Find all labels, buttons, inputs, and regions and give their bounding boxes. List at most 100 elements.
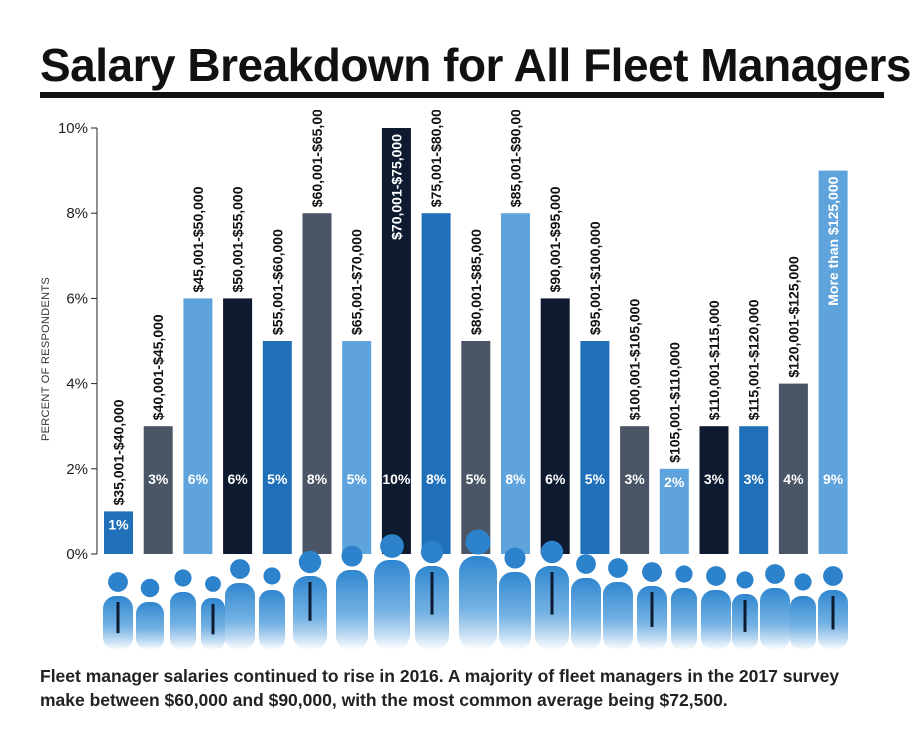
bar-data-label: 8% xyxy=(307,471,328,487)
person-head xyxy=(706,566,726,586)
bar-category-label: $75,001-$80,000 xyxy=(428,110,444,207)
y-tick-label: 8% xyxy=(66,205,88,222)
bar-data-label: 5% xyxy=(267,471,288,487)
bar-data-label: 10% xyxy=(382,471,411,487)
bar-category-label: $90,001-$95,000 xyxy=(547,186,563,292)
person-head xyxy=(608,558,628,578)
caption-text: Fleet manager salaries continued to rise… xyxy=(40,666,840,710)
people-silhouettes xyxy=(103,529,848,650)
person-silhouette xyxy=(374,560,410,650)
person-head xyxy=(298,550,322,574)
bar-category-label: More than $125,000 xyxy=(825,176,841,305)
chart-title: Salary Breakdown for All Fleet Managers xyxy=(40,39,911,91)
bar xyxy=(302,213,332,554)
bar xyxy=(104,511,133,554)
bar xyxy=(659,468,689,554)
bar-category-label: $65,001-$70,000 xyxy=(349,229,365,335)
bar-data-label: 3% xyxy=(704,471,725,487)
person-head xyxy=(465,529,491,555)
bar xyxy=(739,426,769,554)
bar-category-label: $115,001-$120,000 xyxy=(746,299,762,420)
y-tick-label: 0% xyxy=(66,546,88,563)
y-axis: 0% 2% 4% 6% 8% 10% PERCENT OF RESPONDENTS xyxy=(40,120,98,563)
person-head xyxy=(174,569,192,587)
person-head xyxy=(380,534,404,558)
person-head xyxy=(675,565,693,583)
person-head xyxy=(736,571,754,589)
bar-data-label: 3% xyxy=(624,471,645,487)
person-head xyxy=(540,540,564,564)
data-labels: $35,001-$40,000 1% $40,001-$45,000 3% $45,00… xyxy=(108,110,843,532)
bar-data-label: 5% xyxy=(347,471,368,487)
bar-category-label: $50,001-$55,000 xyxy=(230,186,246,292)
bar-category-label: $70,001-$75,000 xyxy=(388,134,404,240)
person-tie xyxy=(831,596,835,630)
bar xyxy=(223,298,253,554)
person-silhouette xyxy=(136,602,164,650)
y-tick-label: 4% xyxy=(66,376,88,393)
bar-category-label: $110,001-$115,000 xyxy=(706,300,722,420)
bar xyxy=(620,426,650,554)
bar-category-label: $40,001-$45,000 xyxy=(150,314,166,420)
bars xyxy=(104,128,848,554)
person-silhouette xyxy=(571,578,601,650)
bar-category-label: $95,001-$100,000 xyxy=(587,221,603,335)
person-head xyxy=(823,566,843,586)
person-tie xyxy=(743,600,747,632)
bar-category-label: $35,001-$40,000 xyxy=(111,399,127,505)
person-silhouette xyxy=(760,588,790,650)
title-underline xyxy=(40,92,884,98)
bar xyxy=(699,426,729,554)
y-tick-label: 6% xyxy=(66,290,88,307)
person-silhouette xyxy=(790,596,816,650)
bar-category-label: $105,001-$110,000 xyxy=(666,342,682,463)
person-head xyxy=(205,576,221,592)
bar-category-label: $120,001-$125,000 xyxy=(785,256,801,378)
person-head xyxy=(765,564,785,584)
bar-data-label: 2% xyxy=(664,474,685,490)
person-head xyxy=(341,545,363,567)
bar-data-label: 3% xyxy=(148,471,169,487)
person-tie xyxy=(211,604,215,635)
person-head xyxy=(140,578,160,598)
bar-data-label: 3% xyxy=(744,471,765,487)
person-head xyxy=(642,562,662,582)
bar xyxy=(262,341,292,554)
person-head xyxy=(420,540,444,564)
person-silhouette xyxy=(603,582,633,650)
bar xyxy=(381,128,411,554)
y-tick-label: 10% xyxy=(58,120,88,137)
person-silhouette xyxy=(459,556,497,650)
person-silhouette xyxy=(336,570,368,650)
person-silhouette xyxy=(671,588,697,650)
bar-category-label: $45,001-$50,000 xyxy=(190,186,206,292)
person-head xyxy=(576,554,596,574)
person-head xyxy=(794,573,812,591)
person-tie xyxy=(550,572,554,615)
bar xyxy=(342,341,372,554)
bar xyxy=(580,341,610,554)
bar-data-label: 9% xyxy=(823,471,844,487)
person-silhouette xyxy=(259,590,285,650)
bar xyxy=(778,383,808,554)
y-tick-label: 2% xyxy=(66,461,88,478)
bar-category-label: $85,001-$90,000 xyxy=(508,110,524,207)
bar xyxy=(183,298,213,554)
bar-category-label: $55,001-$60,000 xyxy=(269,229,285,335)
person-head xyxy=(504,547,526,569)
person-silhouette xyxy=(225,583,255,650)
y-axis-title: PERCENT OF RESPONDENTS xyxy=(40,277,52,441)
person-head xyxy=(108,572,128,592)
bar-data-label: 8% xyxy=(426,471,447,487)
bar-data-label: 4% xyxy=(783,471,804,487)
person-silhouette xyxy=(170,592,196,650)
bar xyxy=(461,341,491,554)
bar-data-label: 6% xyxy=(545,471,566,487)
bar xyxy=(540,298,570,554)
bar-data-label: 8% xyxy=(505,471,526,487)
bar-data-label: 1% xyxy=(108,516,129,532)
bar-category-label: $80,001-$85,000 xyxy=(468,229,484,335)
bar xyxy=(501,213,530,554)
bar-data-label: 5% xyxy=(585,471,606,487)
person-tie xyxy=(116,602,120,634)
